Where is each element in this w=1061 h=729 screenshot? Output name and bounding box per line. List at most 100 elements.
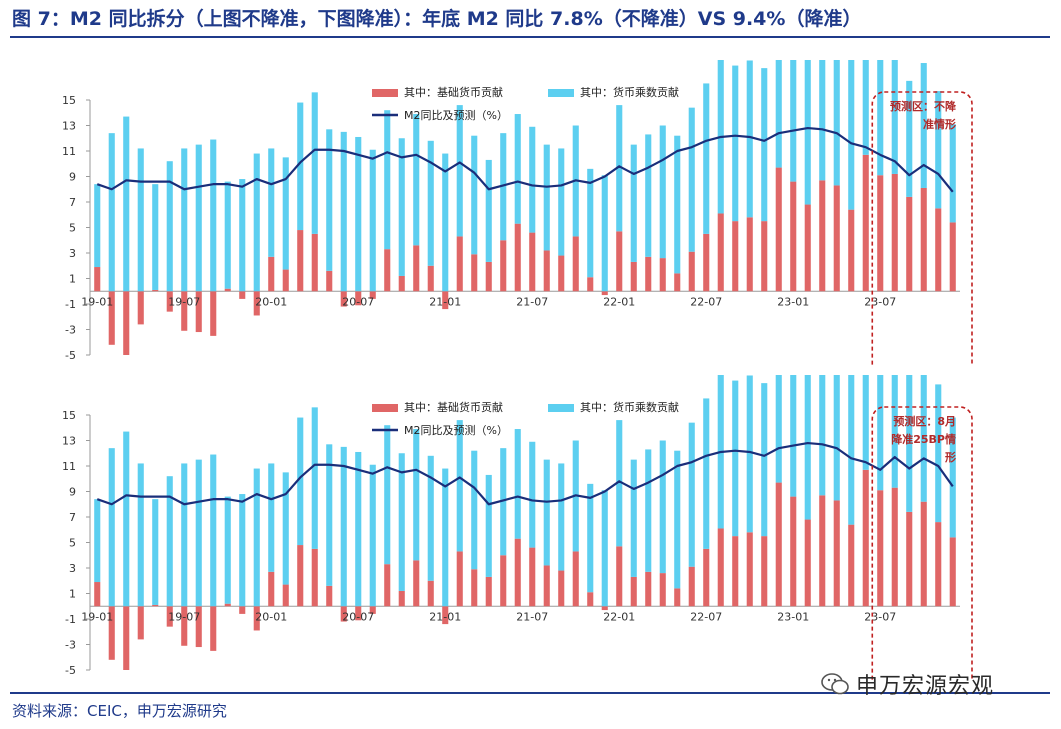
bar-money-multiplier xyxy=(674,450,681,589)
bar-base-money xyxy=(703,548,710,607)
x-tick-label: 22-01 xyxy=(603,610,635,623)
bar-money-multiplier xyxy=(848,60,855,210)
bar-money-multiplier xyxy=(355,451,362,607)
bar-base-money xyxy=(427,265,434,292)
bar-base-money xyxy=(804,519,811,607)
bar-base-money xyxy=(137,291,144,325)
y-tick-label: -1 xyxy=(65,298,76,311)
bar-money-multiplier xyxy=(790,375,797,497)
bar-money-multiplier xyxy=(529,126,536,233)
bar-money-multiplier xyxy=(543,459,550,566)
bar-base-money xyxy=(369,606,376,614)
bar-base-money xyxy=(688,251,695,292)
bar-money-multiplier xyxy=(485,474,492,577)
legend-label-line: M2同比及预测（%） xyxy=(404,424,508,437)
bar-money-multiplier xyxy=(500,448,507,556)
bar-base-money xyxy=(94,582,101,607)
bar-base-money xyxy=(630,261,637,292)
y-tick-label: 7 xyxy=(69,511,76,524)
x-tick-label: 20-01 xyxy=(255,295,287,308)
bar-base-money xyxy=(123,606,130,670)
bar-money-multiplier xyxy=(195,459,202,607)
x-tick-label: 19-01 xyxy=(81,295,113,308)
bar-base-money xyxy=(616,546,623,607)
bar-money-multiplier xyxy=(311,407,318,549)
bar-base-money xyxy=(253,606,260,631)
bar-base-money xyxy=(935,208,942,292)
x-tick-label: 20-07 xyxy=(342,610,374,623)
bar-money-multiplier xyxy=(616,105,623,232)
bar-base-money xyxy=(804,204,811,292)
bar-base-money xyxy=(558,255,565,292)
bar-base-money xyxy=(558,570,565,607)
bar-base-money xyxy=(108,291,115,345)
bar-money-multiplier xyxy=(558,463,565,571)
bar-money-multiplier xyxy=(819,60,826,181)
bar-base-money xyxy=(442,291,449,310)
bar-base-money xyxy=(877,490,884,607)
bar-base-money xyxy=(152,289,159,292)
y-tick-label: 9 xyxy=(69,486,76,499)
bar-money-multiplier xyxy=(384,110,391,250)
bar-money-multiplier xyxy=(949,124,956,223)
bar-base-money xyxy=(297,545,304,607)
bar-base-money xyxy=(268,571,275,607)
legend-swatch-multiplier xyxy=(548,404,574,412)
bar-base-money xyxy=(485,576,492,607)
bar-base-money xyxy=(181,291,188,331)
bar-money-multiplier xyxy=(529,441,536,548)
bar-base-money xyxy=(239,606,246,614)
bar-base-money xyxy=(688,566,695,607)
bar-base-money xyxy=(935,522,942,607)
bar-base-money xyxy=(152,604,159,607)
bar-base-money xyxy=(282,269,289,292)
legend-swatch-base xyxy=(372,404,398,412)
bar-money-multiplier xyxy=(819,375,826,496)
bar-base-money xyxy=(311,233,318,292)
bar-money-multiplier xyxy=(340,446,347,607)
y-tick-label: 1 xyxy=(69,273,76,286)
bar-money-multiplier xyxy=(790,60,797,182)
bar-money-multiplier xyxy=(732,380,739,537)
bar-money-multiplier xyxy=(369,149,376,292)
x-tick-label: 19-01 xyxy=(81,610,113,623)
bar-money-multiplier xyxy=(282,157,289,270)
bar-base-money xyxy=(920,501,927,607)
bar-base-money xyxy=(717,528,724,607)
bar-base-money xyxy=(297,230,304,292)
bar-base-money xyxy=(862,154,869,292)
bar-money-multiplier xyxy=(108,448,115,607)
y-tick-label: 1 xyxy=(69,588,76,601)
bar-money-multiplier xyxy=(253,153,260,292)
bar-money-multiplier xyxy=(94,184,101,268)
bar-money-multiplier xyxy=(442,153,449,292)
bar-base-money xyxy=(529,232,536,292)
bar-base-money xyxy=(833,500,840,607)
bar-base-money xyxy=(282,584,289,607)
bar-money-multiplier xyxy=(891,375,898,488)
bar-money-multiplier xyxy=(427,455,434,581)
wechat-icon xyxy=(821,673,849,695)
bar-money-multiplier xyxy=(413,114,420,246)
bar-money-multiplier xyxy=(326,129,333,271)
bar-base-money xyxy=(239,291,246,299)
bar-money-multiplier xyxy=(239,179,246,292)
bar-money-multiplier xyxy=(166,161,173,292)
bar-money-multiplier xyxy=(775,375,782,483)
legend-swatch-base xyxy=(372,89,398,97)
bar-base-money xyxy=(616,231,623,292)
bar-money-multiplier xyxy=(587,168,594,278)
bar-base-money xyxy=(732,221,739,292)
y-tick-label: 11 xyxy=(62,460,76,473)
bar-base-money xyxy=(442,606,449,625)
bar-base-money xyxy=(471,569,478,607)
x-tick-label: 21-07 xyxy=(516,610,548,623)
bar-money-multiplier xyxy=(746,60,753,218)
bar-base-money xyxy=(94,267,101,292)
bar-money-multiplier xyxy=(94,499,101,583)
bar-money-multiplier xyxy=(645,134,652,257)
bar-base-money xyxy=(790,496,797,607)
bar-money-multiplier xyxy=(833,60,840,186)
bar-base-money xyxy=(848,524,855,607)
bar-money-multiplier xyxy=(210,454,217,607)
